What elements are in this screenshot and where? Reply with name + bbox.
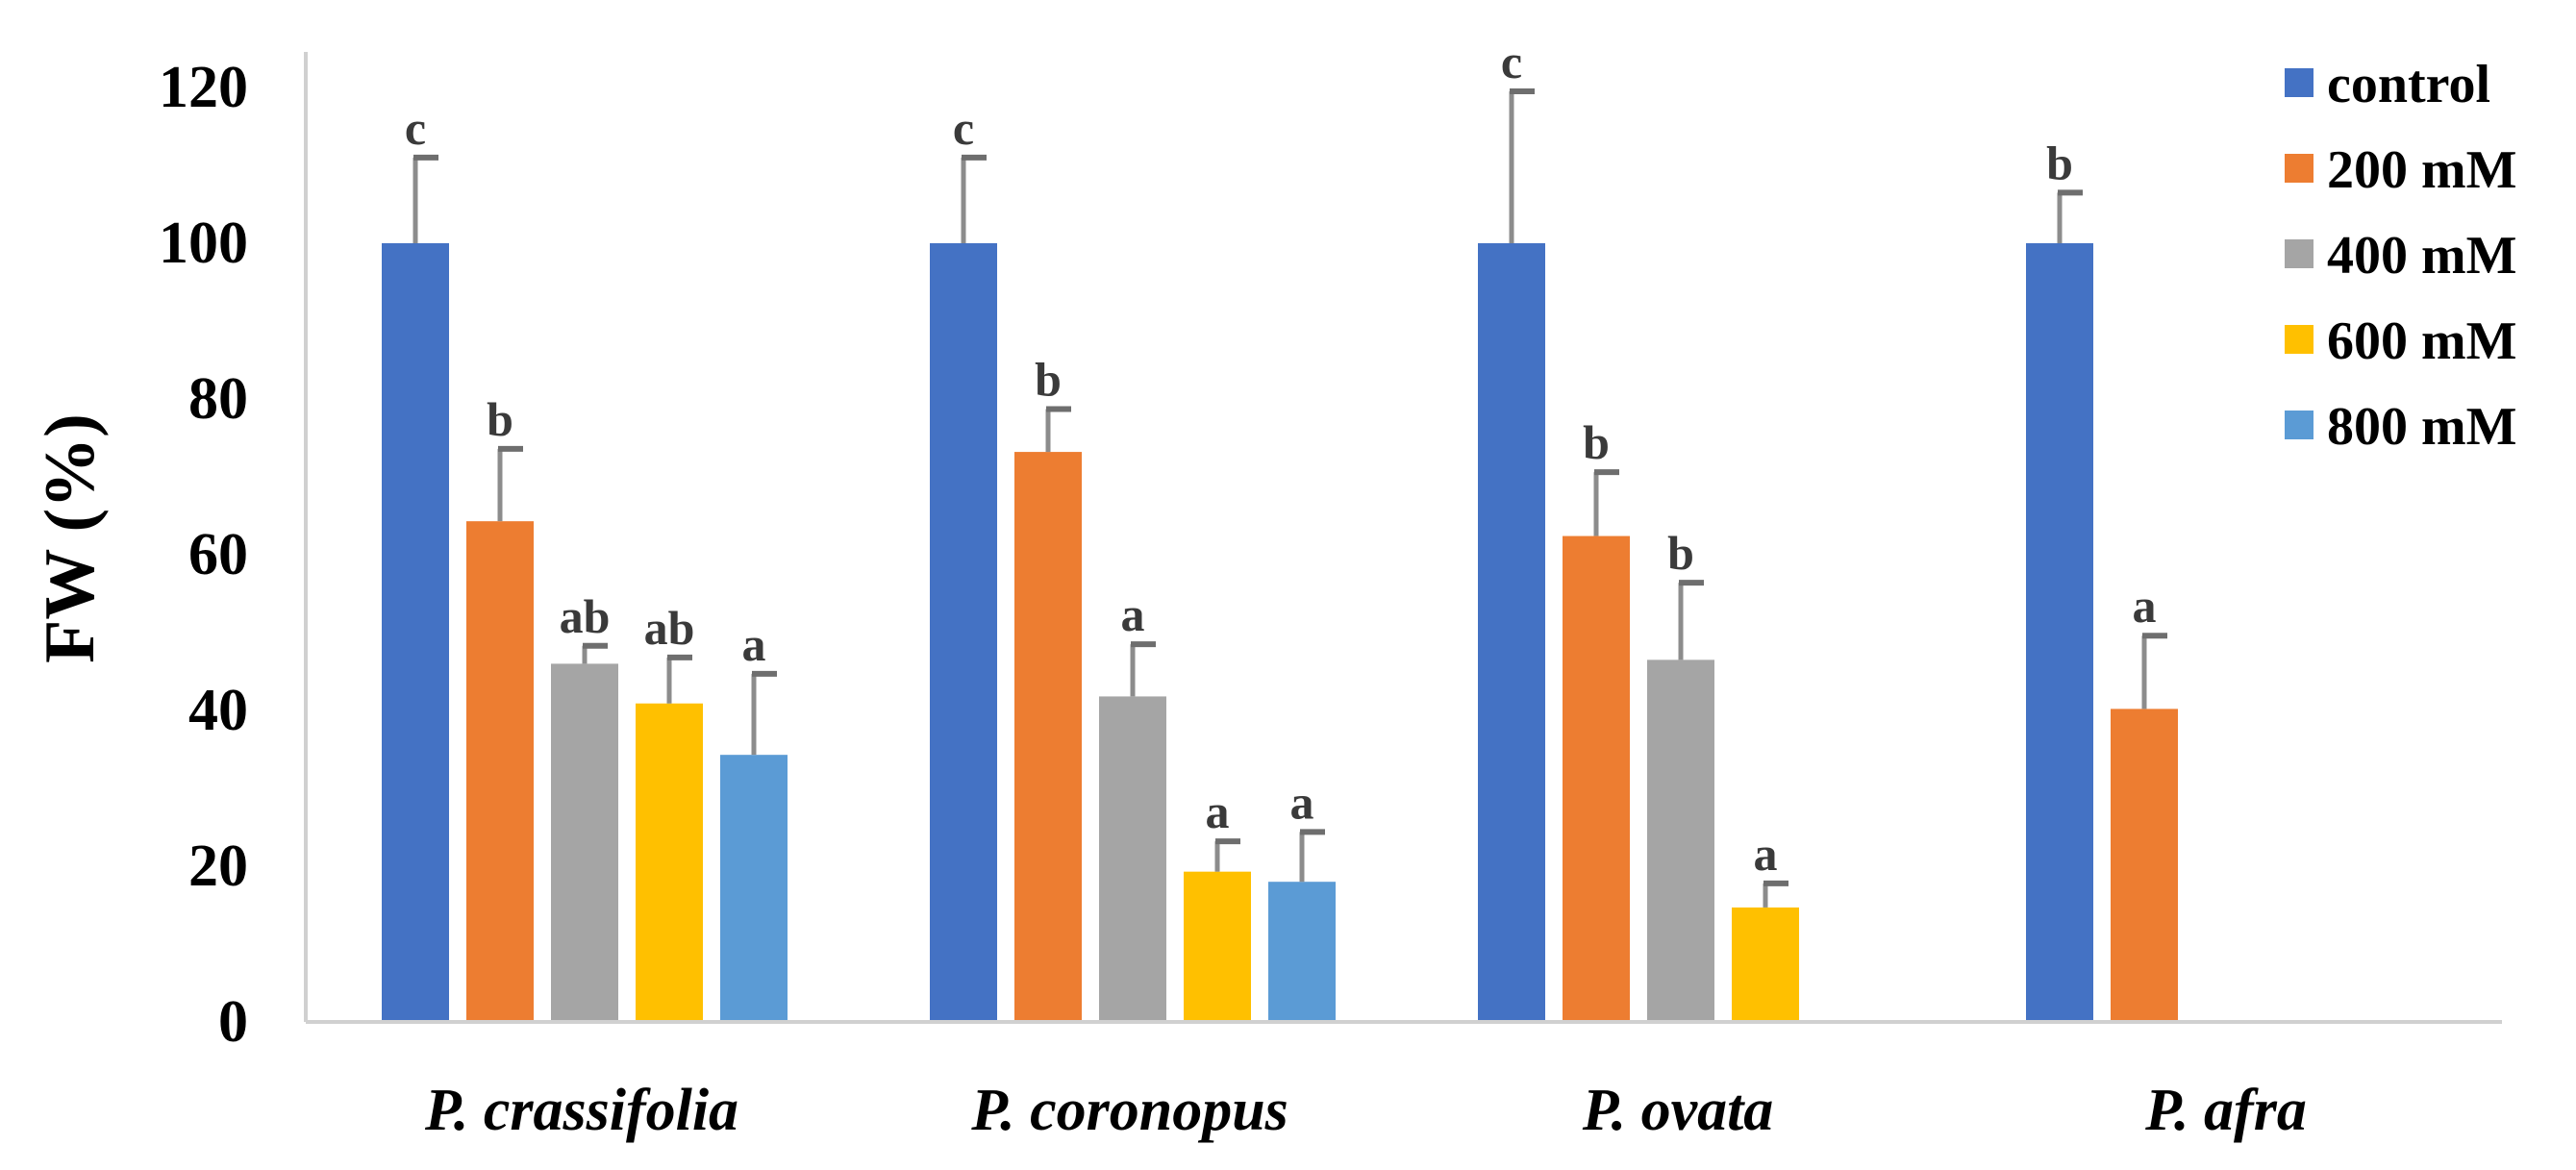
bar — [551, 663, 618, 1022]
legend: control 200 mM 400 mM 600 mM 800 mM — [2285, 55, 2517, 457]
bar — [930, 243, 997, 1022]
x-axis-categories: P. crassifolia P. coronopus P. ovata P. afr… — [424, 1078, 2307, 1143]
significance-letter: ab — [644, 601, 695, 655]
significance-letter: ab — [560, 589, 611, 643]
bar — [1099, 696, 1166, 1022]
significance-letter: c — [953, 101, 974, 155]
significance-letter: b — [2046, 136, 2073, 189]
legend-swatch — [2285, 239, 2313, 268]
legend-label: control — [2327, 55, 2490, 114]
legend-swatch — [2285, 325, 2313, 354]
significance-letter: a — [742, 617, 766, 671]
bar — [1014, 452, 1082, 1023]
bar — [1732, 907, 1799, 1022]
significance-letter: b — [1035, 353, 1062, 407]
bar — [2111, 709, 2178, 1022]
significance-letter: b — [1667, 526, 1694, 580]
bars — [382, 243, 2178, 1023]
bar — [1478, 243, 1545, 1022]
significance-letter: a — [1290, 775, 1314, 829]
significance-letter: a — [1206, 784, 1230, 838]
error-bars — [413, 88, 2167, 908]
bar — [382, 243, 449, 1022]
significance-letter: b — [487, 392, 513, 446]
x-category-label: P. crassifolia — [424, 1078, 738, 1143]
x-category-label: P. afra — [2144, 1078, 2307, 1143]
bar — [466, 521, 534, 1022]
bar — [1563, 535, 1630, 1022]
y-tick-label: 120 — [159, 55, 248, 120]
bar — [1184, 871, 1251, 1022]
y-tick-label: 20 — [188, 834, 248, 899]
legend-swatch — [2285, 411, 2313, 439]
significance-letter: c — [1501, 35, 1522, 88]
significance-letter: a — [1121, 587, 1145, 641]
x-category-label: P. ovata — [1582, 1078, 1774, 1143]
significance-letter: a — [1754, 827, 1778, 881]
y-tick-label: 60 — [188, 522, 248, 587]
legend-label: 200 mM — [2327, 140, 2517, 200]
y-axis-title: FW (%) — [31, 413, 110, 663]
significance-letter: b — [1583, 415, 1610, 469]
x-category-label: P. coronopus — [970, 1078, 1288, 1143]
legend-label: 600 mM — [2327, 311, 2517, 371]
y-tick-label: 100 — [159, 211, 248, 276]
bar — [720, 755, 788, 1022]
legend-label: 400 mM — [2327, 226, 2517, 286]
significance-letter: a — [2133, 579, 2157, 633]
legend-swatch — [2285, 154, 2313, 183]
axes — [304, 52, 2502, 1024]
y-tick-label: 40 — [188, 678, 248, 743]
y-tick-label: 80 — [188, 366, 248, 432]
y-axis-ticks: 0 20 40 60 80 100 120 — [159, 55, 248, 1055]
bar — [1268, 882, 1336, 1022]
bar — [636, 703, 703, 1022]
bar — [1647, 660, 1714, 1022]
bar — [2026, 243, 2093, 1022]
legend-label: 800 mM — [2327, 397, 2517, 457]
significance-letter: c — [405, 101, 426, 155]
legend-swatch — [2285, 68, 2313, 97]
y-tick-label: 0 — [218, 989, 248, 1055]
